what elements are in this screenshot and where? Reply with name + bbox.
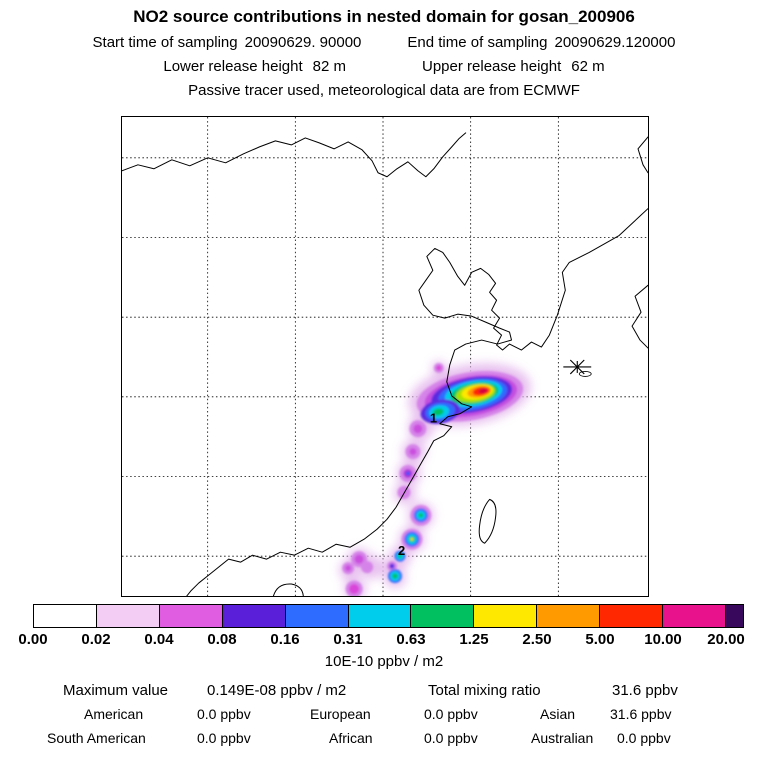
colorbar-cell <box>663 605 726 627</box>
colorbar-units-label: 10E-10 ppbv / m2 <box>324 653 444 670</box>
colorbar-cell <box>34 605 97 627</box>
region-name-american: American <box>84 706 144 722</box>
lower-release-label: Lower release height <box>163 58 303 75</box>
end-time-label: End time of sampling <box>407 34 548 51</box>
total-ratio-value: 31.6 ppbv <box>612 682 678 699</box>
map-frame: 1 2 <box>121 116 649 597</box>
region-name-european: European <box>310 706 371 722</box>
upper-release-label: Upper release height <box>422 58 562 75</box>
release-heights-line: Lower release height 82 m Upper release … <box>0 58 768 75</box>
colorbar-tick-label: 0.08 <box>207 631 237 648</box>
region-name-australian: Australian <box>531 730 594 746</box>
plume-main <box>416 371 524 424</box>
jeju-island-outline <box>578 371 592 377</box>
northeast-coast-path <box>637 136 648 174</box>
hainan-island-path <box>272 583 304 596</box>
colorbar-tick-label: 10.00 <box>644 631 682 648</box>
region-value-european: 0.0 ppbv <box>424 706 478 722</box>
northern-border-path <box>122 132 467 178</box>
colorbar-overflow-cell <box>725 605 743 627</box>
coastlines <box>122 132 648 596</box>
colorbar-cell <box>96 605 160 627</box>
tracer-note-line: Passive tracer used, meteorological data… <box>0 82 768 99</box>
region-name-asian: Asian <box>540 706 576 722</box>
kyushu-coast-path <box>631 284 648 349</box>
colorbar-labels: 0.00 0.02 0.04 0.08 0.16 0.31 0.63 1.25 2.50 5.00… <box>18 631 745 649</box>
colorbar-cell <box>600 605 664 627</box>
plume-trail <box>342 362 444 596</box>
colorbar-tick-label: 0.02 <box>81 631 111 648</box>
colorbar-tick-label: 2.50 <box>522 631 552 648</box>
colorbar-cell <box>159 605 223 627</box>
region-name-african: African <box>329 730 373 746</box>
region-value-asian: 31.6 ppbv <box>610 706 672 722</box>
stats-max-line: Maximum value 0.149E-08 ppbv / m2 Total … <box>0 682 768 702</box>
graticule-gridlines <box>122 117 648 596</box>
stats-row-1: American 0.0 ppbv European 0.0 ppbv Asia… <box>0 706 768 726</box>
china-korea-coastline-path <box>186 208 648 596</box>
region-value-south-american: 0.0 ppbv <box>197 730 251 746</box>
release-marker-2: 2 <box>398 543 405 558</box>
colorbar-tick-label: 0.04 <box>144 631 174 648</box>
figure-header: NO2 source contributions in nested domai… <box>0 7 768 99</box>
max-value: 0.149E-08 ppbv / m2 <box>207 682 347 699</box>
region-value-australian: 0.0 ppbv <box>617 730 671 746</box>
colorbar-cell <box>222 605 286 627</box>
figure-title: NO2 source contributions in nested domai… <box>133 7 635 26</box>
colorbar-tick-label: 5.00 <box>585 631 615 648</box>
sampling-times-line: Start time of sampling 20090629. 90000 E… <box>0 34 768 51</box>
colorbar-cell <box>348 605 412 627</box>
region-name-south-american: South American <box>47 730 146 746</box>
release-marker-1: 1 <box>430 411 437 426</box>
start-time-value: 20090629. 90000 <box>244 34 362 51</box>
colorbar-cell <box>537 605 601 627</box>
colorbar-cells <box>33 604 744 628</box>
colorbar: 0.00 0.02 0.04 0.08 0.16 0.31 0.63 1.25 2.50 5.00… <box>18 604 745 649</box>
station-marker-icon <box>563 359 592 375</box>
max-value-label: Maximum value <box>63 682 169 699</box>
total-ratio-label: Total mixing ratio <box>428 682 541 699</box>
colorbar-tick-label: 0.00 <box>18 631 48 648</box>
colorbar-tick-label: 0.31 <box>333 631 363 648</box>
region-value-african: 0.0 ppbv <box>424 730 478 746</box>
colorbar-cell <box>285 605 349 627</box>
taiwan-island-path <box>478 498 497 544</box>
colorbar-tick-label: 1.25 <box>459 631 489 648</box>
colorbar-cell <box>411 605 475 627</box>
colorbar-tick-label: 0.16 <box>270 631 300 648</box>
tracer-note: Passive tracer used, meteorological data… <box>188 82 580 99</box>
end-time-value: 20090629.120000 <box>554 34 676 51</box>
upper-release-value: 62 m <box>571 58 605 75</box>
colorbar-tick-label: 0.63 <box>396 631 426 648</box>
start-time-label: Start time of sampling <box>92 34 238 51</box>
stats-row-2: South American 0.0 ppbv African 0.0 ppbv… <box>0 730 768 750</box>
lower-release-value: 82 m <box>312 58 346 75</box>
colorbar-cell <box>474 605 538 627</box>
region-value-american: 0.0 ppbv <box>197 706 251 722</box>
map-svg: 1 2 <box>122 117 648 596</box>
colorbar-tick-label: 20.00 <box>707 631 745 648</box>
